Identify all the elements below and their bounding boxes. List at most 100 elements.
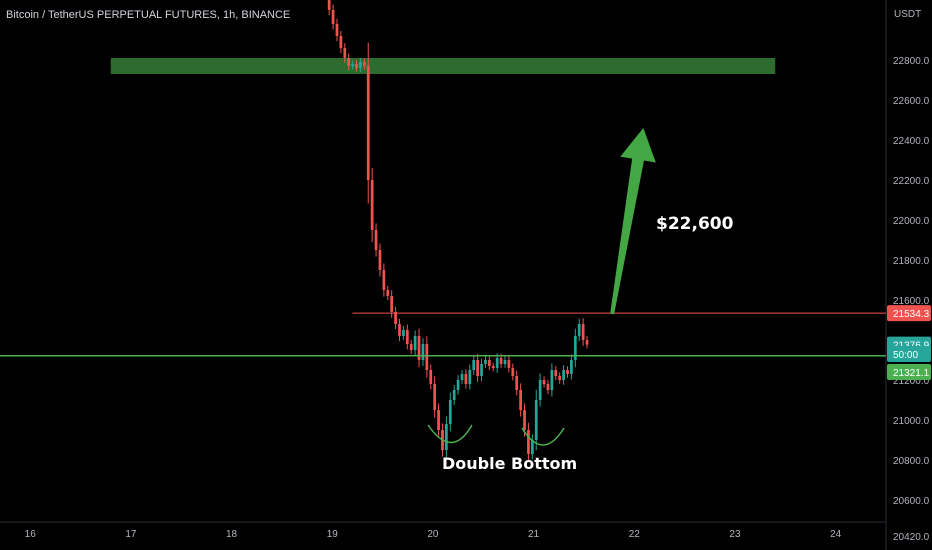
candle-body: [331, 10, 335, 24]
price-label-text: 21321.1: [893, 368, 930, 379]
candle-body: [480, 364, 483, 376]
candle-body: [339, 36, 343, 48]
candle-body: [413, 336, 417, 350]
candle-body: [402, 330, 405, 336]
candle-body: [429, 370, 433, 384]
candle-body: [378, 250, 382, 270]
candle-body: [437, 410, 440, 430]
candle-body: [359, 62, 362, 68]
y-tick-label: 22800.0: [893, 56, 930, 67]
candle-body: [491, 366, 495, 368]
candle-body: [351, 64, 354, 66]
candle-body: [355, 64, 358, 68]
candle-body: [546, 384, 550, 390]
y-tick-label: 22000.0: [893, 216, 930, 227]
candle-body: [456, 380, 460, 390]
price-axis-panel[interactable]: [886, 0, 932, 550]
candle-body: [550, 370, 554, 390]
y-tick-label: 21200.0: [893, 376, 930, 387]
candle-body: [476, 360, 480, 376]
candle-body: [409, 344, 413, 350]
y-tick-label: 22400.0: [893, 136, 930, 147]
y-tick-label: 21800.0: [893, 256, 930, 267]
x-tick-label: 19: [327, 529, 339, 540]
price-label-text: 21534.3: [893, 309, 930, 320]
bullish-arrow[interactable]: [610, 128, 656, 315]
candle-body: [484, 360, 487, 364]
candle-body: [472, 360, 476, 370]
candle-body: [538, 380, 542, 400]
candle-body: [394, 312, 397, 324]
price-label-resistance: [887, 305, 931, 322]
candle-body: [390, 296, 394, 312]
candle-body: [534, 400, 538, 440]
price-label-support: [887, 364, 931, 380]
candle-body: [507, 360, 511, 368]
candle-body: [417, 336, 421, 360]
candle-body: [464, 374, 468, 384]
x-tick-label: 18: [226, 529, 238, 540]
candle-body: [398, 324, 401, 336]
candle-body: [577, 324, 581, 336]
candle-body: [421, 344, 425, 360]
candle-body: [530, 440, 534, 454]
candle-body: [499, 358, 503, 364]
candle-body: [542, 380, 546, 384]
y-tick-label: 20420.0: [893, 532, 930, 543]
candle-body: [448, 400, 452, 424]
bottom-arc-right[interactable]: [521, 427, 565, 446]
candle-body: [523, 410, 526, 430]
candle-body: [503, 360, 507, 364]
candle-body: [558, 376, 562, 380]
y-tick-label: 22200.0: [893, 176, 930, 187]
candle-body: [468, 370, 472, 384]
candle-body: [452, 390, 456, 400]
x-tick-label: 20: [427, 529, 439, 540]
target-annotation: $22,600: [656, 214, 734, 234]
candle-body: [519, 390, 522, 410]
candle-body: [327, 0, 331, 10]
candle-body: [366, 66, 370, 180]
y-tick-label: 21000.0: [893, 416, 930, 427]
candle-body: [570, 360, 573, 374]
y-tick-label: 21600.0: [893, 296, 930, 307]
pattern-annotation: Double Bottom: [442, 454, 578, 473]
y-tick-label: 20800.0: [893, 456, 930, 467]
chart-title: Bitcoin / TetherUS PERPETUAL FUTURES, 1h…: [6, 9, 291, 21]
x-tick-label: 22: [629, 529, 641, 540]
candle-body: [343, 48, 347, 58]
candle-body: [554, 370, 558, 376]
candle-body: [445, 424, 448, 450]
candle-body: [347, 58, 351, 66]
supply-zone[interactable]: [110, 58, 776, 74]
price-label-countdown: [887, 346, 931, 362]
candle-body: [581, 324, 585, 340]
candle-body: [527, 430, 530, 454]
candle-body: [335, 24, 339, 36]
candle-body: [405, 330, 409, 344]
price-unit: USDT: [894, 9, 922, 20]
candle-body: [515, 376, 519, 390]
candle-body: [585, 340, 589, 345]
candle-body: [511, 368, 515, 376]
x-tick-label: 21: [528, 529, 540, 540]
candle-body: [487, 360, 491, 366]
candle-body: [362, 62, 366, 66]
price-label-text: 50:00: [893, 350, 918, 361]
y-tick-label: 22600.0: [893, 96, 930, 107]
candle-body: [370, 180, 374, 230]
candle-body: [566, 370, 569, 374]
candle-body: [573, 336, 577, 360]
candle-body: [433, 384, 437, 410]
candle-body: [382, 270, 386, 290]
candle-body: [495, 358, 499, 368]
candle-body: [460, 374, 464, 380]
candle-body: [386, 290, 390, 296]
y-tick-label: 20600.0: [893, 496, 930, 507]
candle-body: [374, 230, 378, 250]
x-tick-label: 16: [25, 529, 37, 540]
bottom-arc-left[interactable]: [427, 424, 473, 444]
x-tick-label: 17: [125, 529, 137, 540]
candle-body: [425, 344, 429, 370]
